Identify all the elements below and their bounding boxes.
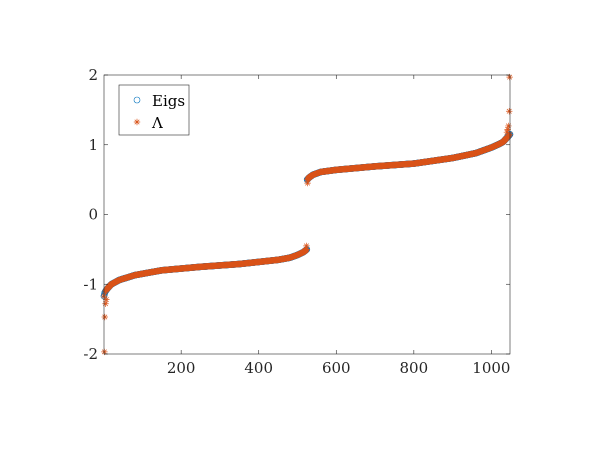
data-point xyxy=(506,73,513,81)
legend-box xyxy=(118,84,190,136)
y-tick-label: 2 xyxy=(88,66,98,84)
legend-marker-lambda xyxy=(133,118,141,126)
y-tick-label: -1 xyxy=(83,275,98,293)
series-lambda xyxy=(100,73,514,356)
y-tick-label: -2 xyxy=(83,345,98,363)
data-point xyxy=(101,348,108,356)
data-point xyxy=(506,108,513,115)
data-point xyxy=(303,246,311,253)
x-tick-label: 600 xyxy=(322,359,351,377)
legend-marker-eigs xyxy=(133,96,141,104)
legend-circle-icon xyxy=(133,96,141,104)
data-point xyxy=(505,122,512,130)
data-point xyxy=(303,242,310,250)
data-point xyxy=(101,288,109,296)
legend-asterisk-icon xyxy=(133,118,141,126)
legend-label-eigs: Eigs xyxy=(152,92,185,110)
x-tick-label: 400 xyxy=(244,359,273,377)
data-point xyxy=(102,300,109,307)
x-tick-label: 200 xyxy=(167,359,196,377)
y-tick-label: 0 xyxy=(88,206,98,224)
tick-marks xyxy=(104,74,510,355)
series-layer xyxy=(100,73,514,356)
data-point xyxy=(101,313,108,321)
x-tick-label: 800 xyxy=(400,359,429,377)
x-tick-label: 1000 xyxy=(472,359,510,377)
y-tick-label: 1 xyxy=(88,136,98,154)
data-point xyxy=(504,126,511,133)
data-point xyxy=(503,129,511,136)
legend-label-lambda: Λ xyxy=(151,114,163,132)
data-point xyxy=(103,296,110,303)
data-point xyxy=(304,179,311,187)
legend: Eigs Λ xyxy=(118,84,190,136)
tick-labels: 200 400 600 800 1000 -2 -1 0 1 2 xyxy=(83,66,510,377)
